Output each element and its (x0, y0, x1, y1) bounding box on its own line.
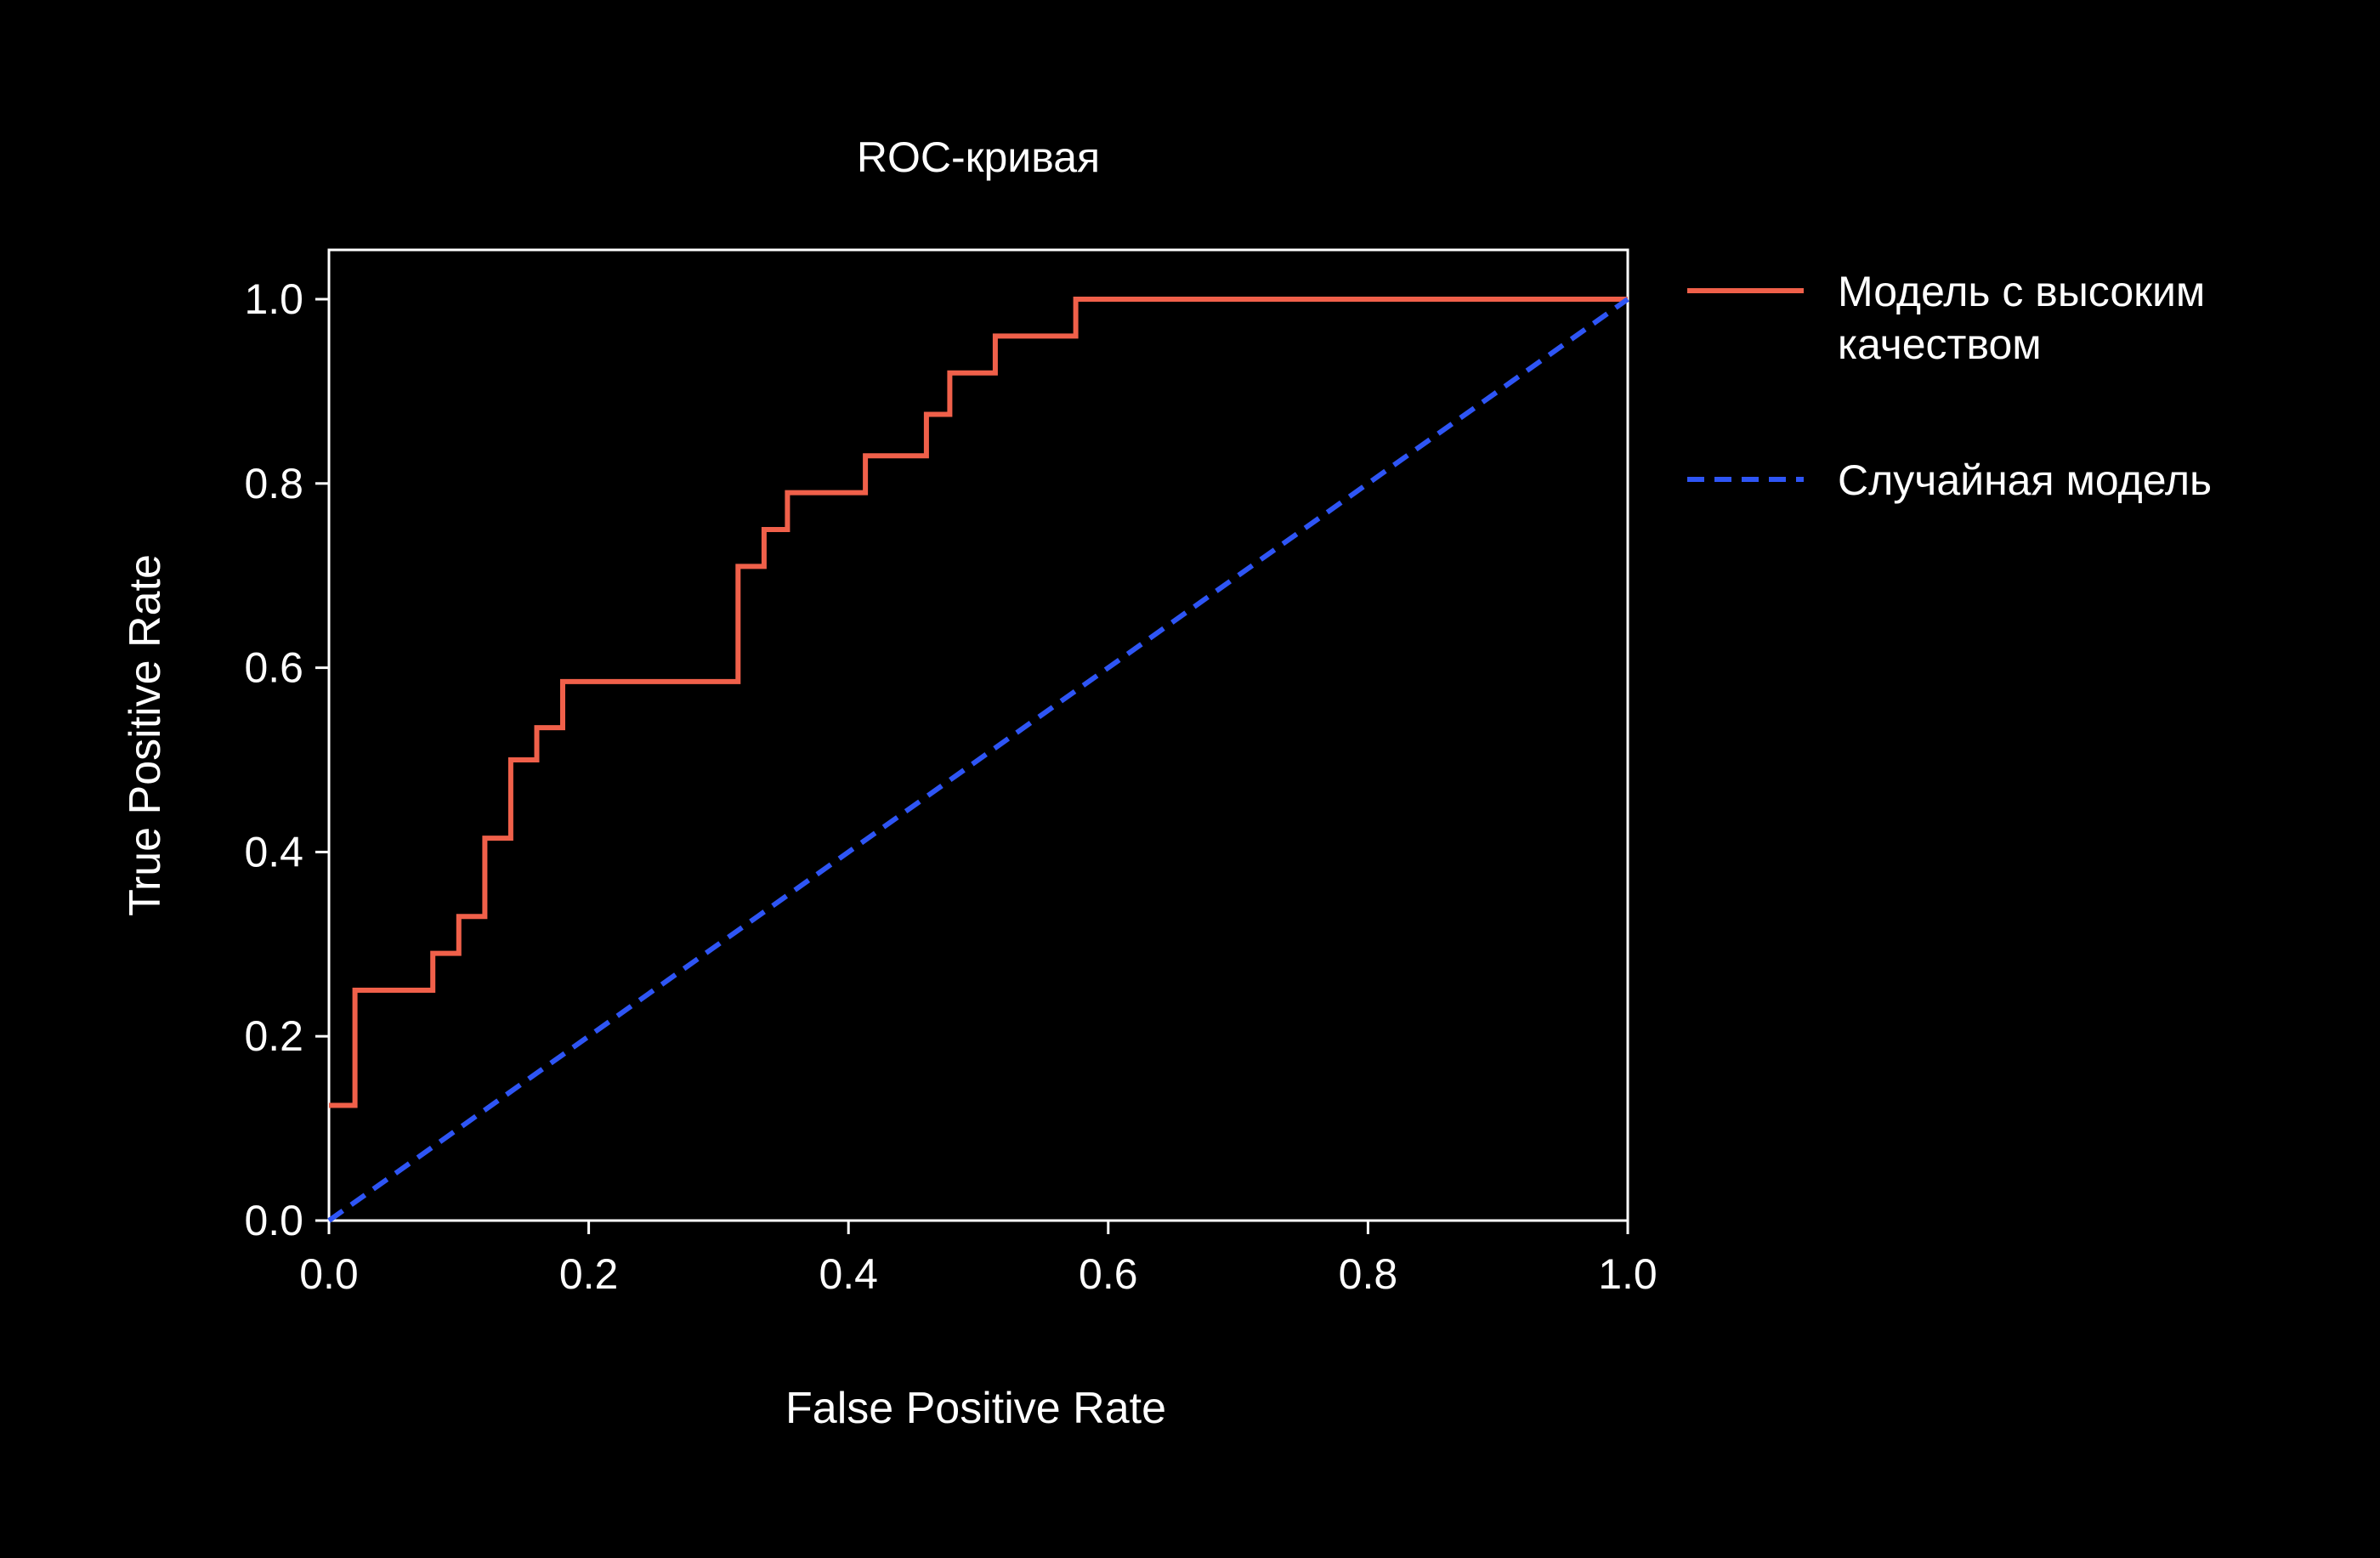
y-axis-label: True Positive Rate (121, 554, 170, 916)
y-tick-label: 0.8 (244, 460, 303, 507)
x-tick-label: 1.0 (1598, 1250, 1658, 1298)
high-quality-model-line (329, 297, 1628, 1108)
y-tick-label: 0.4 (244, 828, 303, 875)
y-tick-label: 0.0 (244, 1197, 303, 1244)
plot-frame (327, 248, 1629, 1222)
x-tick-label: 0.2 (559, 1250, 619, 1298)
x-tick-label: 0.6 (1079, 1250, 1138, 1298)
x-tick-label: 0.8 (1339, 1250, 1398, 1298)
x-tick-label: 0.0 (299, 1250, 359, 1298)
chart-title: ROC-кривая (857, 133, 1100, 181)
series-group (327, 297, 1629, 1223)
legend-label: Модель с высоким (1838, 268, 2205, 315)
x-axis-ticks: 0.0 0.2 0.4 0.6 0.8 1.0 (299, 1221, 1658, 1298)
legend-label: Случайная модель (1838, 456, 2212, 504)
random-model-line (327, 297, 1629, 1223)
legend: Модель с высоким качеством Случайная модел… (1687, 268, 2212, 504)
y-axis-ticks: 0.0 0.2 0.4 0.6 0.8 1.0 (244, 275, 329, 1244)
x-tick-label: 0.4 (819, 1250, 878, 1298)
y-tick-label: 1.0 (244, 275, 303, 323)
x-axis-label: False Positive Rate (785, 1384, 1166, 1433)
legend-label: качеством (1838, 320, 2042, 368)
y-tick-label: 0.2 (244, 1012, 303, 1060)
y-tick-label: 0.6 (244, 644, 303, 692)
